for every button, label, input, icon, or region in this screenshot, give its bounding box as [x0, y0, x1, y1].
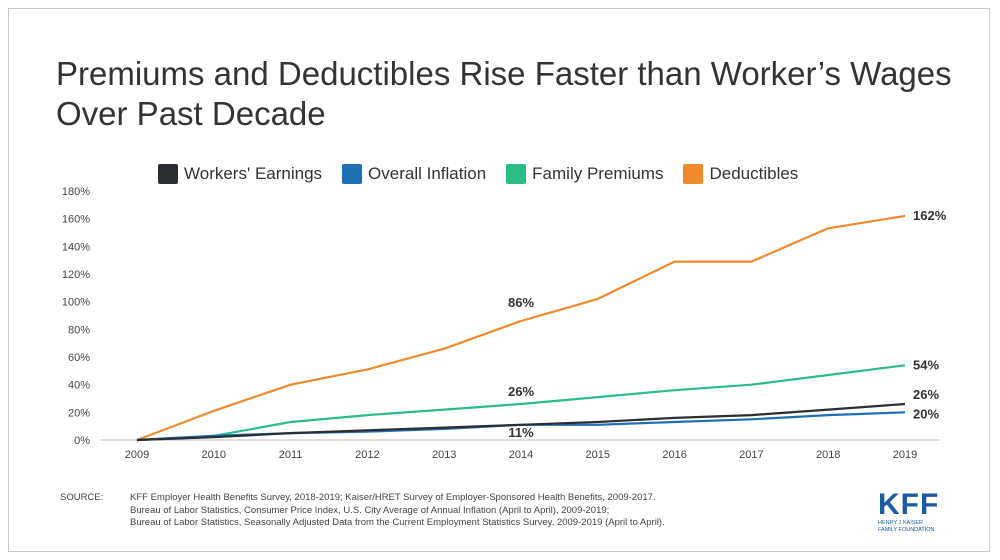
legend-label: Overall Inflation	[368, 164, 487, 183]
series-line-family-premiums	[136, 364, 906, 442]
data-label: 11%	[508, 425, 534, 440]
chart-frame	[8, 8, 990, 552]
data-label: 86%	[508, 295, 534, 310]
legend-swatch	[506, 164, 527, 184]
y-tick-label: 0%	[74, 435, 90, 447]
y-tick-label: 160%	[62, 214, 90, 226]
legend-swatch	[683, 164, 704, 184]
series-line-workers-earnings	[136, 402, 906, 442]
x-tick-label: 2015	[586, 449, 610, 461]
x-tick-label: 2010	[202, 449, 226, 461]
logo-subtitle: HENRY J KAISER	[878, 520, 924, 526]
logo-subtitle: FAMILY FOUNDATION	[878, 527, 935, 533]
legend-swatch	[158, 164, 178, 184]
x-tick-label: 2019	[893, 449, 917, 461]
source-line: KFF Employer Health Benefits Survey, 201…	[130, 492, 656, 503]
data-label: 26%	[508, 384, 534, 399]
kff-logo: KFF HENRY J KAISER FAMILY FOUNDATION	[878, 490, 966, 534]
series-line-deductibles	[136, 214, 906, 442]
x-tick-label: 2018	[816, 449, 840, 461]
source-label: SOURCE:	[60, 492, 104, 503]
x-tick-label: 2013	[432, 449, 456, 461]
y-tick-label: 60%	[68, 352, 90, 364]
legend-label: Family Premiums	[532, 164, 664, 183]
chart-title: Premiums and Deductibles Rise Faster tha…	[56, 55, 952, 132]
source-line: Bureau of Labor Statistics, Seasonally A…	[130, 517, 665, 528]
legend-item-overall-inflation: Overall Inflation	[342, 164, 486, 184]
data-label: 26%	[913, 387, 939, 402]
legend-label: Workers' Earnings	[184, 164, 323, 183]
source-note: SOURCE: KFF Employer Health Benefits Sur…	[60, 492, 665, 530]
x-tick-label: 2014	[509, 449, 533, 461]
y-tick-label: 20%	[68, 407, 90, 419]
y-tick-label: 140%	[62, 241, 90, 253]
source-lines: KFF Employer Health Benefits Survey, 201…	[130, 492, 665, 530]
source-line: Bureau of Labor Statistics, Consumer Pri…	[130, 504, 610, 516]
y-tick-label: 120%	[62, 269, 90, 281]
x-tick-label: 2011	[279, 449, 303, 461]
legend-swatch	[342, 164, 363, 184]
legend-item-family-premiums: Family Premiums	[506, 164, 663, 184]
data-label: 162%	[913, 208, 947, 223]
y-tick-label: 180%	[62, 186, 90, 198]
chart-legend: Workers' Earnings Overall Inflation Fami…	[158, 164, 818, 184]
data-label: 54%	[913, 357, 939, 372]
x-tick-label: 2016	[662, 449, 686, 461]
legend-item-workers-earnings: Workers' Earnings	[158, 164, 322, 184]
data-label: 20%	[913, 406, 939, 421]
x-tick-label: 2017	[739, 449, 763, 461]
legend-label: Deductibles	[709, 164, 799, 183]
x-tick-label: 2009	[125, 449, 149, 461]
y-tick-label: 40%	[68, 380, 90, 392]
y-tick-label: 80%	[68, 324, 90, 336]
y-tick-label: 100%	[62, 297, 90, 309]
legend-item-deductibles: Deductibles	[683, 164, 798, 184]
x-tick-label: 2012	[355, 449, 379, 461]
logo-mark: KFF	[878, 488, 940, 521]
